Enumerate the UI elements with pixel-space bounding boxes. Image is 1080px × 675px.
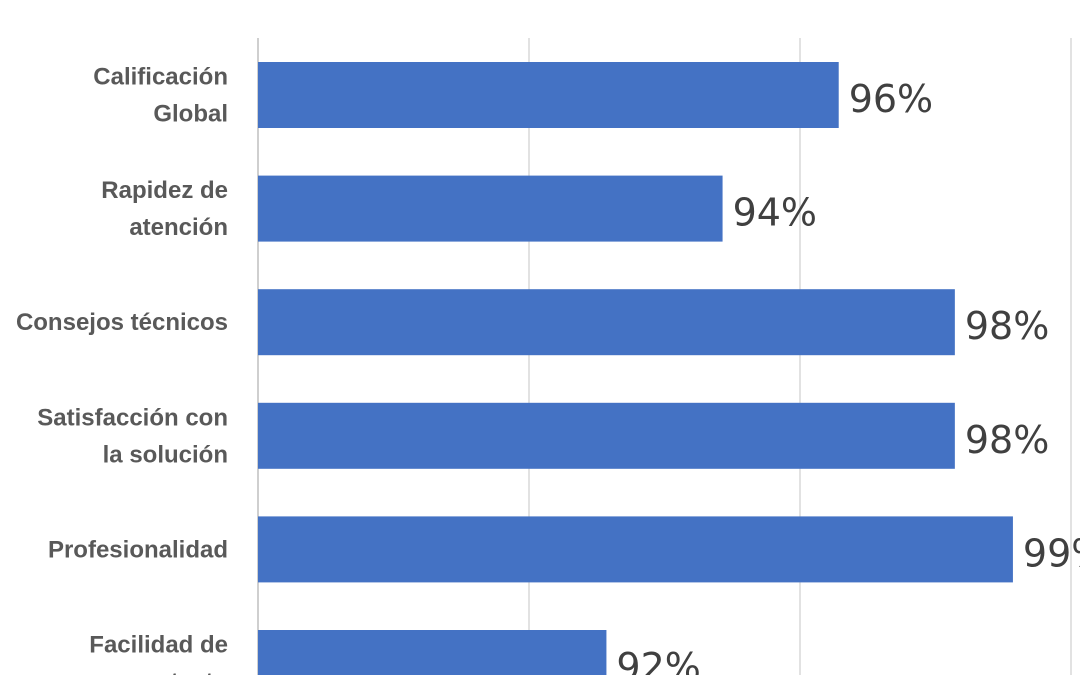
- bar: [258, 62, 839, 128]
- category-label: Satisfacción con la solución: [37, 404, 228, 468]
- value-label: 98%: [965, 418, 1049, 462]
- bars: [258, 62, 1013, 675]
- value-label: 92%: [616, 645, 700, 675]
- category-labels: Calificación Global Rapidez de atención Cons…: [16, 64, 228, 675]
- value-label: 99%: [1023, 531, 1080, 575]
- bar: [258, 630, 607, 675]
- bar: [258, 516, 1013, 583]
- bar: [258, 175, 723, 242]
- value-label: 94%: [733, 191, 817, 235]
- category-label: Facilidad decontacto: [89, 632, 228, 675]
- value-labels: 96% 94% 98% 98% 99% 92%: [616, 77, 1080, 675]
- bar: [258, 402, 955, 469]
- bar: [258, 289, 955, 356]
- category-label: Profesionalidad: [48, 536, 228, 563]
- value-label: 98%: [965, 304, 1049, 348]
- category-label: Rapidez de atención: [101, 177, 228, 241]
- value-label: 96%: [849, 77, 933, 121]
- category-label: Calificación Global: [93, 64, 228, 128]
- category-label: Consejos técnicos: [16, 309, 228, 336]
